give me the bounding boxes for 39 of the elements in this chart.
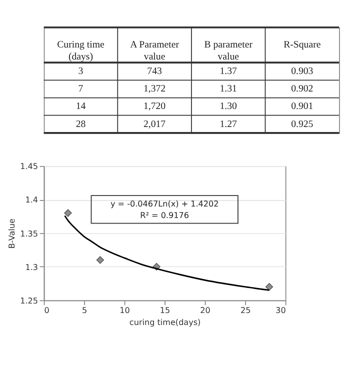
annotation: R² = 0.9176 (140, 210, 190, 220)
text: 1.27 (220, 118, 238, 130)
text: 14 (76, 101, 86, 112)
text: 0.903 (291, 66, 314, 78)
x-tick-label: 30 (276, 306, 286, 316)
y-tick-label: 1.35 (20, 229, 38, 238)
category-label: A Parameter value (130, 40, 180, 62)
point (96, 256, 104, 264)
x-tick-label: 10 (120, 306, 130, 316)
text: 1.37 (220, 66, 238, 78)
text: 1.30 (220, 101, 238, 112)
x-tick-label: 20 (200, 306, 210, 316)
text: 0.902 (291, 84, 314, 95)
x-tick-label: 5 (82, 306, 88, 316)
text: 28 (76, 118, 86, 130)
category-label: B parameter value (204, 40, 254, 62)
x-tick-label: 15 (160, 306, 170, 316)
text: 2,017 (143, 118, 166, 130)
text: 0.901 (291, 101, 314, 112)
annotation: y = -0.0467Ln(x) + 1.4202 (110, 199, 219, 208)
text: 743 (147, 66, 162, 78)
category-label: R-Square (284, 40, 322, 51)
x-tick-label: 25 (240, 306, 251, 316)
y-tick-label: 1.45 (20, 162, 38, 172)
point (265, 283, 274, 291)
text: 7 (78, 84, 84, 95)
y-tick-label: 1.4 (25, 196, 38, 205)
text: 1,720 (143, 101, 166, 112)
x-axis-title: curing time(days) (129, 318, 201, 327)
text: 1.31 (220, 84, 238, 95)
y-tick-label: 1.3 (25, 262, 38, 272)
y-tick-label: 1.25 (20, 296, 38, 306)
text: 1,372 (143, 84, 166, 95)
text: 3 (78, 66, 84, 78)
y-axis-title: B-Value (8, 218, 17, 249)
category-label: Curing time (days) (57, 40, 105, 62)
text: 0.925 (291, 118, 314, 130)
point (64, 209, 72, 217)
x-tick-label: 0 (44, 306, 50, 316)
